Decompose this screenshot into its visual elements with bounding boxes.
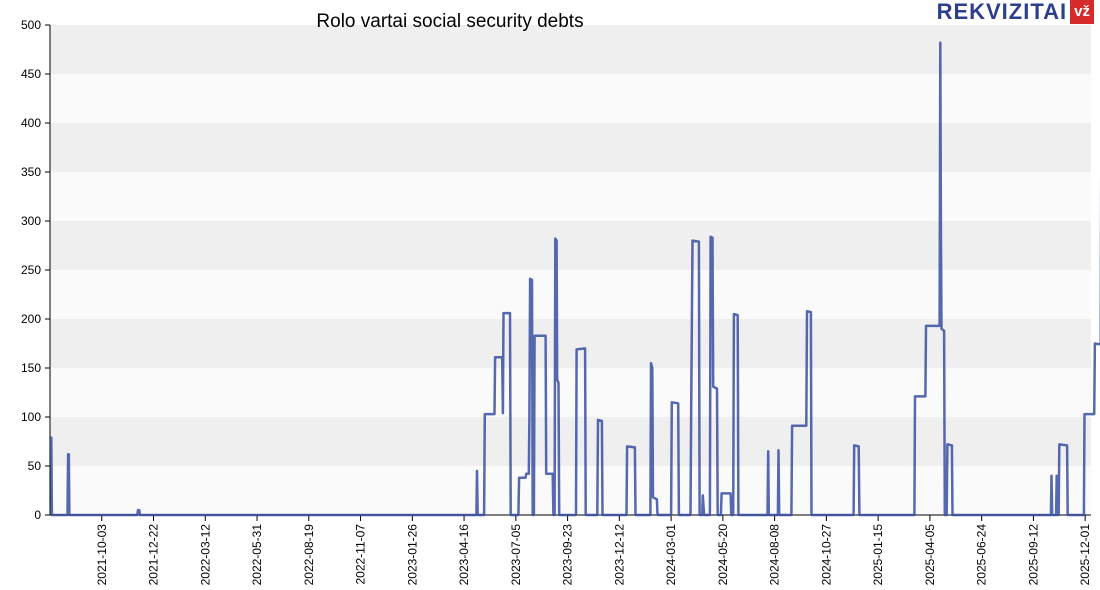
x-tick-label: 2024-05-20 — [716, 524, 730, 586]
x-tick-label: 2023-07-05 — [509, 524, 523, 586]
x-tick-label: 2023-01-26 — [405, 524, 419, 586]
brand-logo[interactable]: REKVIZITAI vž — [937, 0, 1094, 24]
x-tick-label: 2024-10-27 — [819, 524, 833, 586]
x-tick-label: 2024-03-01 — [664, 524, 678, 586]
y-tick-label: 500 — [21, 18, 41, 32]
y-tick-label: 100 — [21, 410, 41, 424]
x-tick-label: 2023-04-16 — [457, 524, 471, 586]
x-tick-label: 2022-11-07 — [354, 524, 368, 585]
brand-badge: vž — [1070, 0, 1094, 24]
y-tick-label: 250 — [21, 263, 41, 277]
x-tick-label: 2022-08-19 — [302, 524, 316, 586]
y-tick-label: 300 — [21, 214, 41, 228]
x-tick-label: 2024-08-08 — [768, 524, 782, 586]
y-tick-label: 50 — [28, 459, 42, 473]
series-line — [50, 41, 1100, 517]
grid-band — [50, 319, 1091, 368]
x-tick-label: 2023-09-23 — [561, 524, 575, 586]
chart-title: Rolo vartai social security debts — [316, 11, 584, 32]
grid-band — [50, 221, 1091, 270]
x-tick-label: 2025-04-05 — [923, 524, 937, 586]
x-tick-label: 2025-12-01 — [1078, 524, 1092, 586]
y-tick-label: 150 — [21, 361, 41, 375]
y-tick-label: 400 — [21, 116, 41, 130]
x-tick-label: 2022-03-12 — [198, 524, 212, 586]
grid-band — [50, 25, 1091, 74]
x-tick-label: 2023-12-12 — [612, 524, 626, 586]
x-tick-label: 2025-06-24 — [975, 524, 989, 586]
y-tick-label: 200 — [21, 312, 41, 326]
x-tick-label: 2025-09-12 — [1026, 524, 1040, 586]
y-tick-label: 350 — [21, 165, 41, 179]
x-tick-label: 2021-12-22 — [147, 524, 161, 586]
y-tick-label: 0 — [34, 508, 41, 522]
brand-name: REKVIZITAI — [936, 0, 1068, 24]
grid-band — [50, 123, 1091, 172]
x-tick-label: 2025-01-15 — [871, 524, 885, 586]
y-tick-label: 450 — [21, 67, 41, 81]
grid-band — [50, 417, 1091, 466]
x-tick-label: 2021-10-03 — [95, 524, 109, 586]
x-tick-label: 2022-05-31 — [250, 524, 264, 586]
